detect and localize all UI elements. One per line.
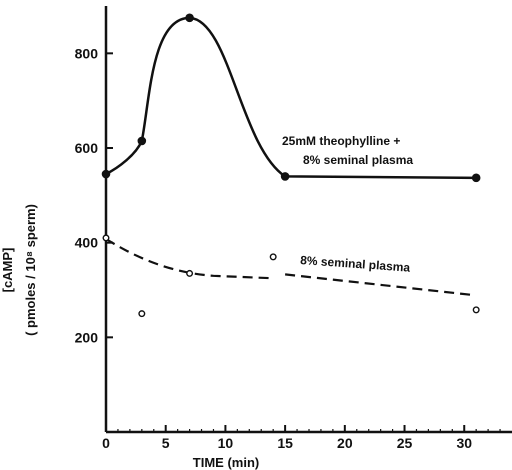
point-seminal-plasma	[472, 306, 480, 314]
point-theophylline-plasma	[280, 172, 290, 181]
ticks: 0 5 10 15 20 25 30 200 400 600 800	[75, 45, 501, 451]
annotation-seminal-plasma: 8% seminal plasma	[300, 253, 411, 275]
annotation-theophylline-line1: 25mM theophylline +	[282, 134, 400, 148]
curves	[105, 16, 477, 296]
curve-plasma-dashed-segment-1	[105, 237, 271, 280]
annotation-theophylline-line2: 8% seminal plasma	[303, 153, 413, 167]
point-seminal-plasma	[186, 269, 194, 277]
point-seminal-plasma	[138, 310, 146, 318]
x-tick-label: 30	[456, 435, 472, 451]
axes	[104, 6, 512, 434]
y-axis-title-main: [cAMP]	[0, 248, 15, 293]
x-tick-label: 0	[102, 435, 110, 451]
point-theophylline-plasma	[185, 13, 194, 23]
x-tick-label: 25	[397, 435, 413, 451]
x-tick-label: 15	[277, 435, 293, 451]
point-seminal-plasma	[102, 234, 110, 242]
point-theophylline-plasma	[101, 169, 111, 179]
y-tick-label: 800	[75, 45, 99, 61]
y-tick-label: 200	[75, 329, 99, 345]
x-tick-label: 10	[218, 435, 234, 451]
y-tick-label: 600	[75, 140, 99, 156]
curve-plasma-dashed-segment-2	[284, 273, 471, 296]
data-points	[101, 13, 481, 318]
curve-theophylline-plasma	[105, 16, 477, 180]
y-tick-label: 400	[75, 235, 99, 251]
point-theophylline-plasma	[137, 136, 147, 146]
y-axis-title-sub: ( pmoles / 10⁸ sperm)	[23, 204, 38, 336]
x-tick-label: 20	[337, 435, 353, 451]
point-theophylline-plasma	[471, 173, 481, 183]
x-axis-title: TIME (min)	[193, 455, 259, 470]
x-tick-label: 5	[162, 435, 170, 451]
point-seminal-plasma	[269, 253, 277, 261]
